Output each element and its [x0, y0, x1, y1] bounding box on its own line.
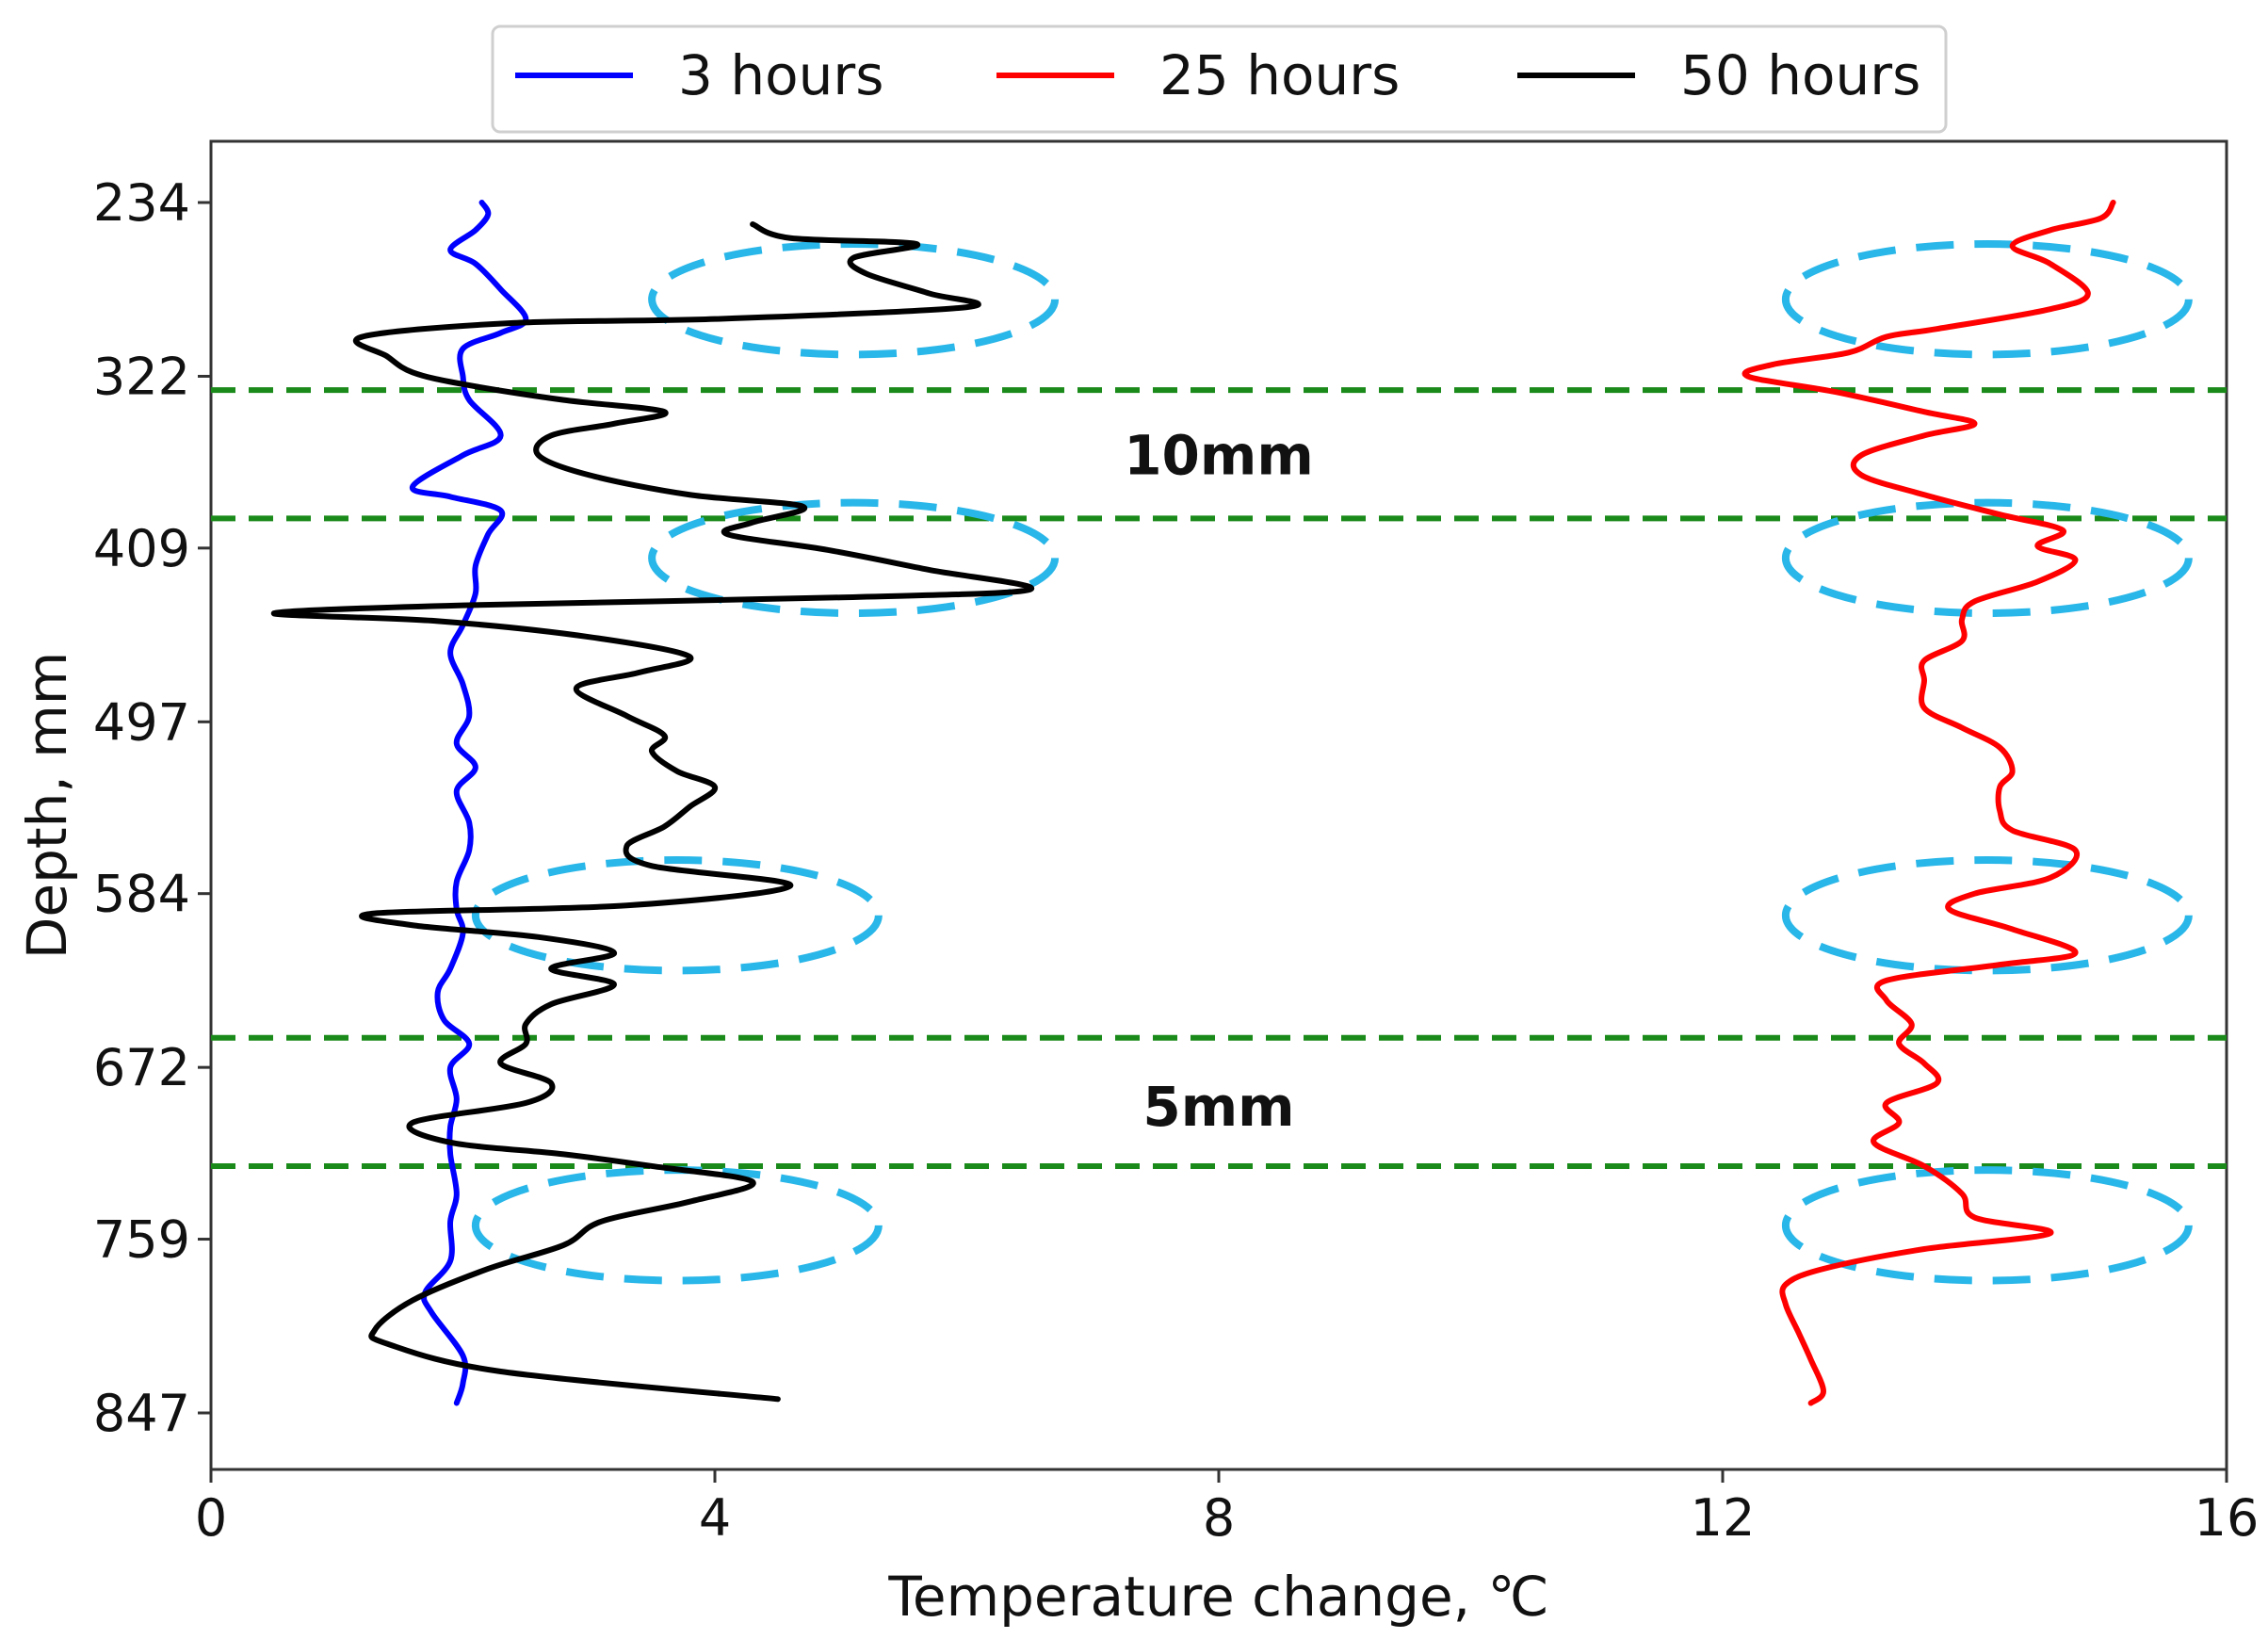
y-tick-label: 759: [93, 1210, 190, 1270]
series-lines: [270, 200, 2116, 1406]
x-axis-label: Temperature change, ℃: [887, 1565, 1548, 1629]
series-line-1: [410, 200, 529, 1406]
x-tick-label: 0: [195, 1488, 227, 1548]
annotations: 10mm 5mm: [1124, 423, 1314, 1139]
plot-area-frame: [209, 139, 2228, 1471]
y-tick-label: 409: [93, 519, 190, 578]
annotation-label: 10mm: [1124, 423, 1314, 487]
y-axis-ticks: 234 322 409 497 584 672 759 847: [93, 173, 211, 1443]
y-tick-label: 322: [93, 347, 190, 406]
annotation-label: 5mm: [1142, 1075, 1294, 1139]
y-tick-label: 847: [93, 1384, 190, 1443]
y-tick-label: 234: [93, 173, 190, 233]
y-tick-label: 672: [93, 1038, 190, 1097]
series-line-3: [270, 221, 1035, 1403]
highlight-ellipse-4: [471, 1166, 883, 1285]
highlight-ellipse-5: [1781, 240, 2193, 359]
x-tick-label: 8: [1203, 1488, 1235, 1548]
highlight-ellipse-7: [1781, 856, 2193, 975]
y-tick-label: 584: [93, 865, 190, 924]
x-axis-ticks: 0 4 8 12 16: [195, 1469, 2260, 1548]
y-axis-label: Depth, mm: [15, 652, 79, 960]
highlight-ellipse-3: [471, 856, 883, 975]
x-tick-label: 16: [2195, 1488, 2260, 1548]
highlight-ellipse-2: [648, 498, 1060, 618]
x-tick-label: 12: [1691, 1488, 1756, 1548]
legend-label-1: 3 hours: [678, 43, 883, 107]
legend-frame: [491, 24, 1948, 134]
reference-lines: [211, 387, 2227, 1169]
highlight-ellipse-1: [648, 240, 1060, 359]
legend-label-2: 25 hours: [1159, 43, 1400, 107]
highlight-ellipse-8: [1781, 1166, 2193, 1285]
legend: 3 hours 25 hours 50 hours: [491, 24, 1948, 134]
legend-label-3: 50 hours: [1680, 43, 1920, 107]
series-line-2: [1742, 200, 2116, 1406]
highlight-ellipse-6: [1781, 498, 2193, 618]
x-tick-label: 4: [699, 1488, 731, 1548]
highlight-ellipses: [471, 240, 2193, 1285]
y-tick-label: 497: [93, 692, 190, 752]
